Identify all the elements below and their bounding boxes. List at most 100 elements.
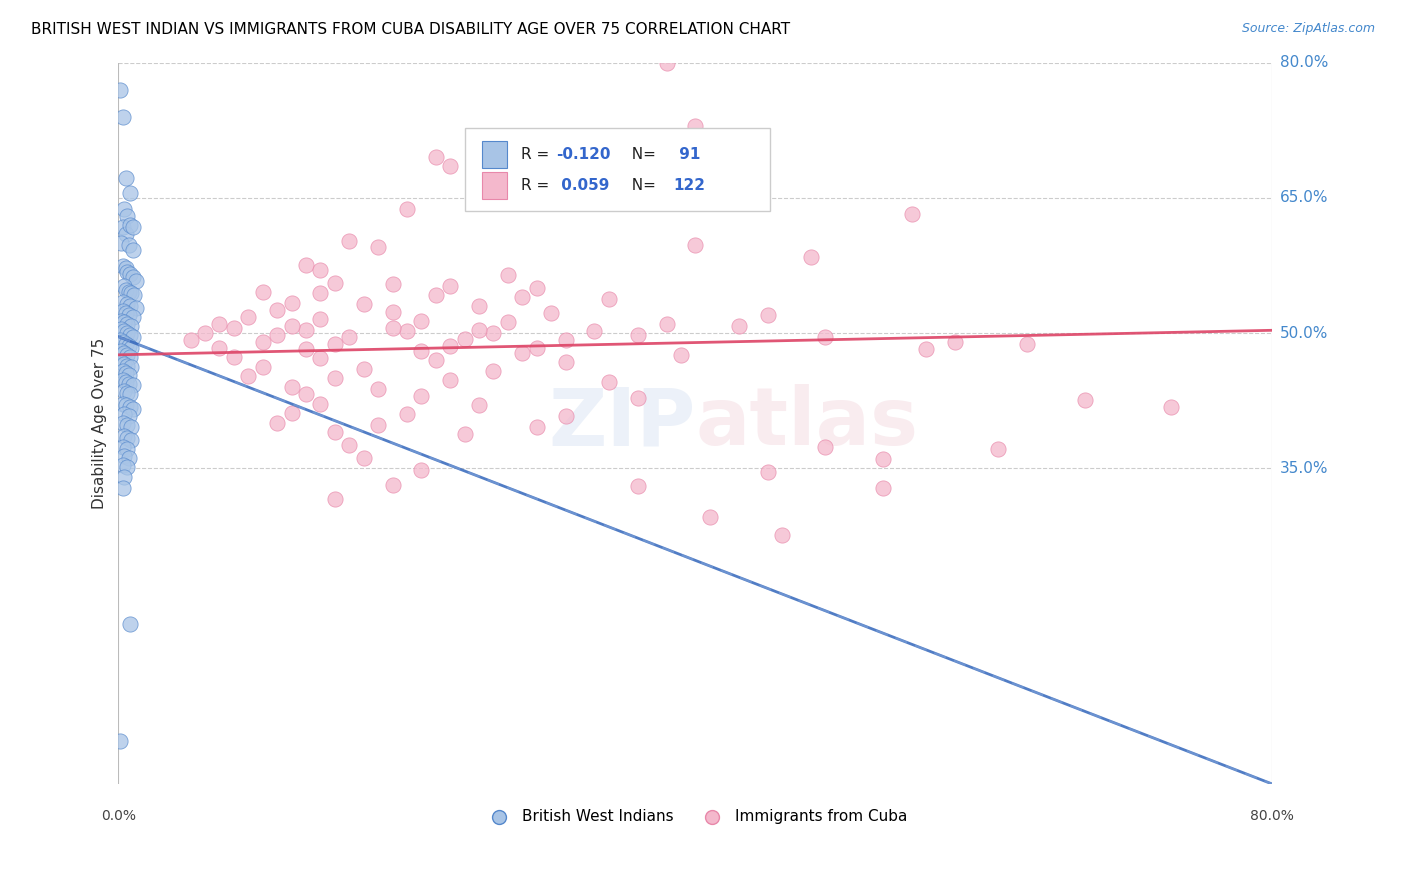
Point	[266, 302, 288, 317]
Point	[439, 339, 461, 353]
Point	[425, 353, 447, 368]
Point	[1017, 337, 1039, 351]
Point	[496, 315, 519, 329]
Point	[381, 277, 404, 292]
Point	[121, 310, 143, 324]
Point	[309, 263, 332, 277]
Point	[395, 202, 418, 216]
Point	[118, 616, 141, 631]
Point	[115, 442, 138, 456]
Point	[115, 348, 138, 362]
Point	[117, 368, 139, 382]
Point	[526, 341, 548, 355]
FancyBboxPatch shape	[464, 128, 770, 211]
Point	[526, 420, 548, 434]
Point	[114, 261, 136, 276]
Point	[554, 355, 576, 369]
Point	[112, 202, 135, 216]
Text: R =: R =	[522, 178, 554, 193]
Point	[280, 318, 302, 333]
Legend: British West Indians, Immigrants from Cuba: British West Indians, Immigrants from Cu…	[478, 804, 912, 830]
Point	[121, 378, 143, 392]
Point	[800, 250, 823, 264]
Point	[496, 268, 519, 283]
Point	[1160, 400, 1182, 414]
Point	[943, 335, 966, 350]
Point	[117, 237, 139, 252]
Point	[111, 417, 134, 431]
Point	[468, 322, 491, 336]
Point	[112, 449, 135, 463]
Point	[121, 401, 143, 416]
Point	[295, 258, 318, 272]
Point	[118, 387, 141, 401]
Point	[323, 276, 346, 290]
Point	[111, 303, 134, 318]
Point	[583, 324, 606, 338]
Text: R =: R =	[522, 147, 554, 161]
Point	[266, 328, 288, 343]
Text: 65.0%: 65.0%	[1279, 190, 1329, 205]
Text: atlas: atlas	[696, 384, 918, 462]
Point	[125, 274, 148, 288]
Point	[367, 239, 389, 253]
Point	[112, 357, 135, 371]
Text: 0.059: 0.059	[555, 178, 609, 193]
Point	[252, 335, 274, 350]
Point	[117, 450, 139, 465]
Point	[482, 326, 505, 341]
Point	[395, 408, 418, 422]
Point	[111, 458, 134, 472]
Text: Source: ZipAtlas.com: Source: ZipAtlas.com	[1241, 22, 1375, 36]
Point	[120, 360, 142, 375]
Point	[1074, 392, 1097, 407]
Point	[114, 398, 136, 412]
Point	[114, 375, 136, 389]
Point	[411, 313, 433, 327]
Point	[112, 384, 135, 398]
Bar	[482, 171, 508, 199]
Point	[627, 479, 650, 493]
Point	[280, 405, 302, 419]
Point	[110, 321, 132, 335]
Point	[295, 343, 318, 357]
Point	[699, 510, 721, 524]
Point	[598, 292, 620, 306]
Point	[337, 234, 360, 248]
Point	[252, 285, 274, 299]
Point	[114, 306, 136, 320]
Point	[120, 433, 142, 447]
Point	[381, 304, 404, 318]
Point	[121, 244, 143, 258]
Point	[115, 209, 138, 223]
Point	[367, 418, 389, 433]
Point	[727, 318, 749, 333]
Point	[381, 477, 404, 491]
Point	[115, 297, 138, 311]
Point	[124, 288, 146, 302]
Point	[111, 440, 134, 454]
Point	[309, 396, 332, 410]
Point	[115, 385, 138, 400]
Point	[111, 364, 134, 378]
Point	[117, 339, 139, 353]
Point	[655, 55, 678, 70]
Point	[115, 326, 138, 341]
Point	[627, 391, 650, 405]
Point	[111, 110, 134, 124]
Point	[118, 218, 141, 232]
Point	[439, 279, 461, 293]
Point	[238, 369, 260, 384]
Point	[512, 290, 534, 304]
Text: 80.0%: 80.0%	[1279, 55, 1329, 70]
Point	[526, 281, 548, 295]
Point	[915, 343, 938, 357]
Point	[194, 326, 217, 341]
Point	[872, 452, 894, 467]
Point	[309, 286, 332, 301]
Point	[425, 150, 447, 164]
Point	[118, 267, 141, 281]
Point	[295, 387, 318, 401]
Point	[770, 528, 793, 542]
Point	[367, 382, 389, 396]
